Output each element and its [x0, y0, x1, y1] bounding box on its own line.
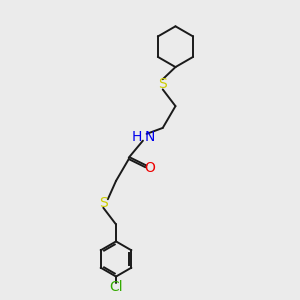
Text: H: H — [131, 130, 142, 144]
Text: S: S — [158, 77, 167, 91]
Text: N: N — [145, 130, 155, 144]
Text: O: O — [145, 161, 155, 176]
Text: Cl: Cl — [109, 280, 123, 294]
Text: S: S — [99, 196, 108, 210]
